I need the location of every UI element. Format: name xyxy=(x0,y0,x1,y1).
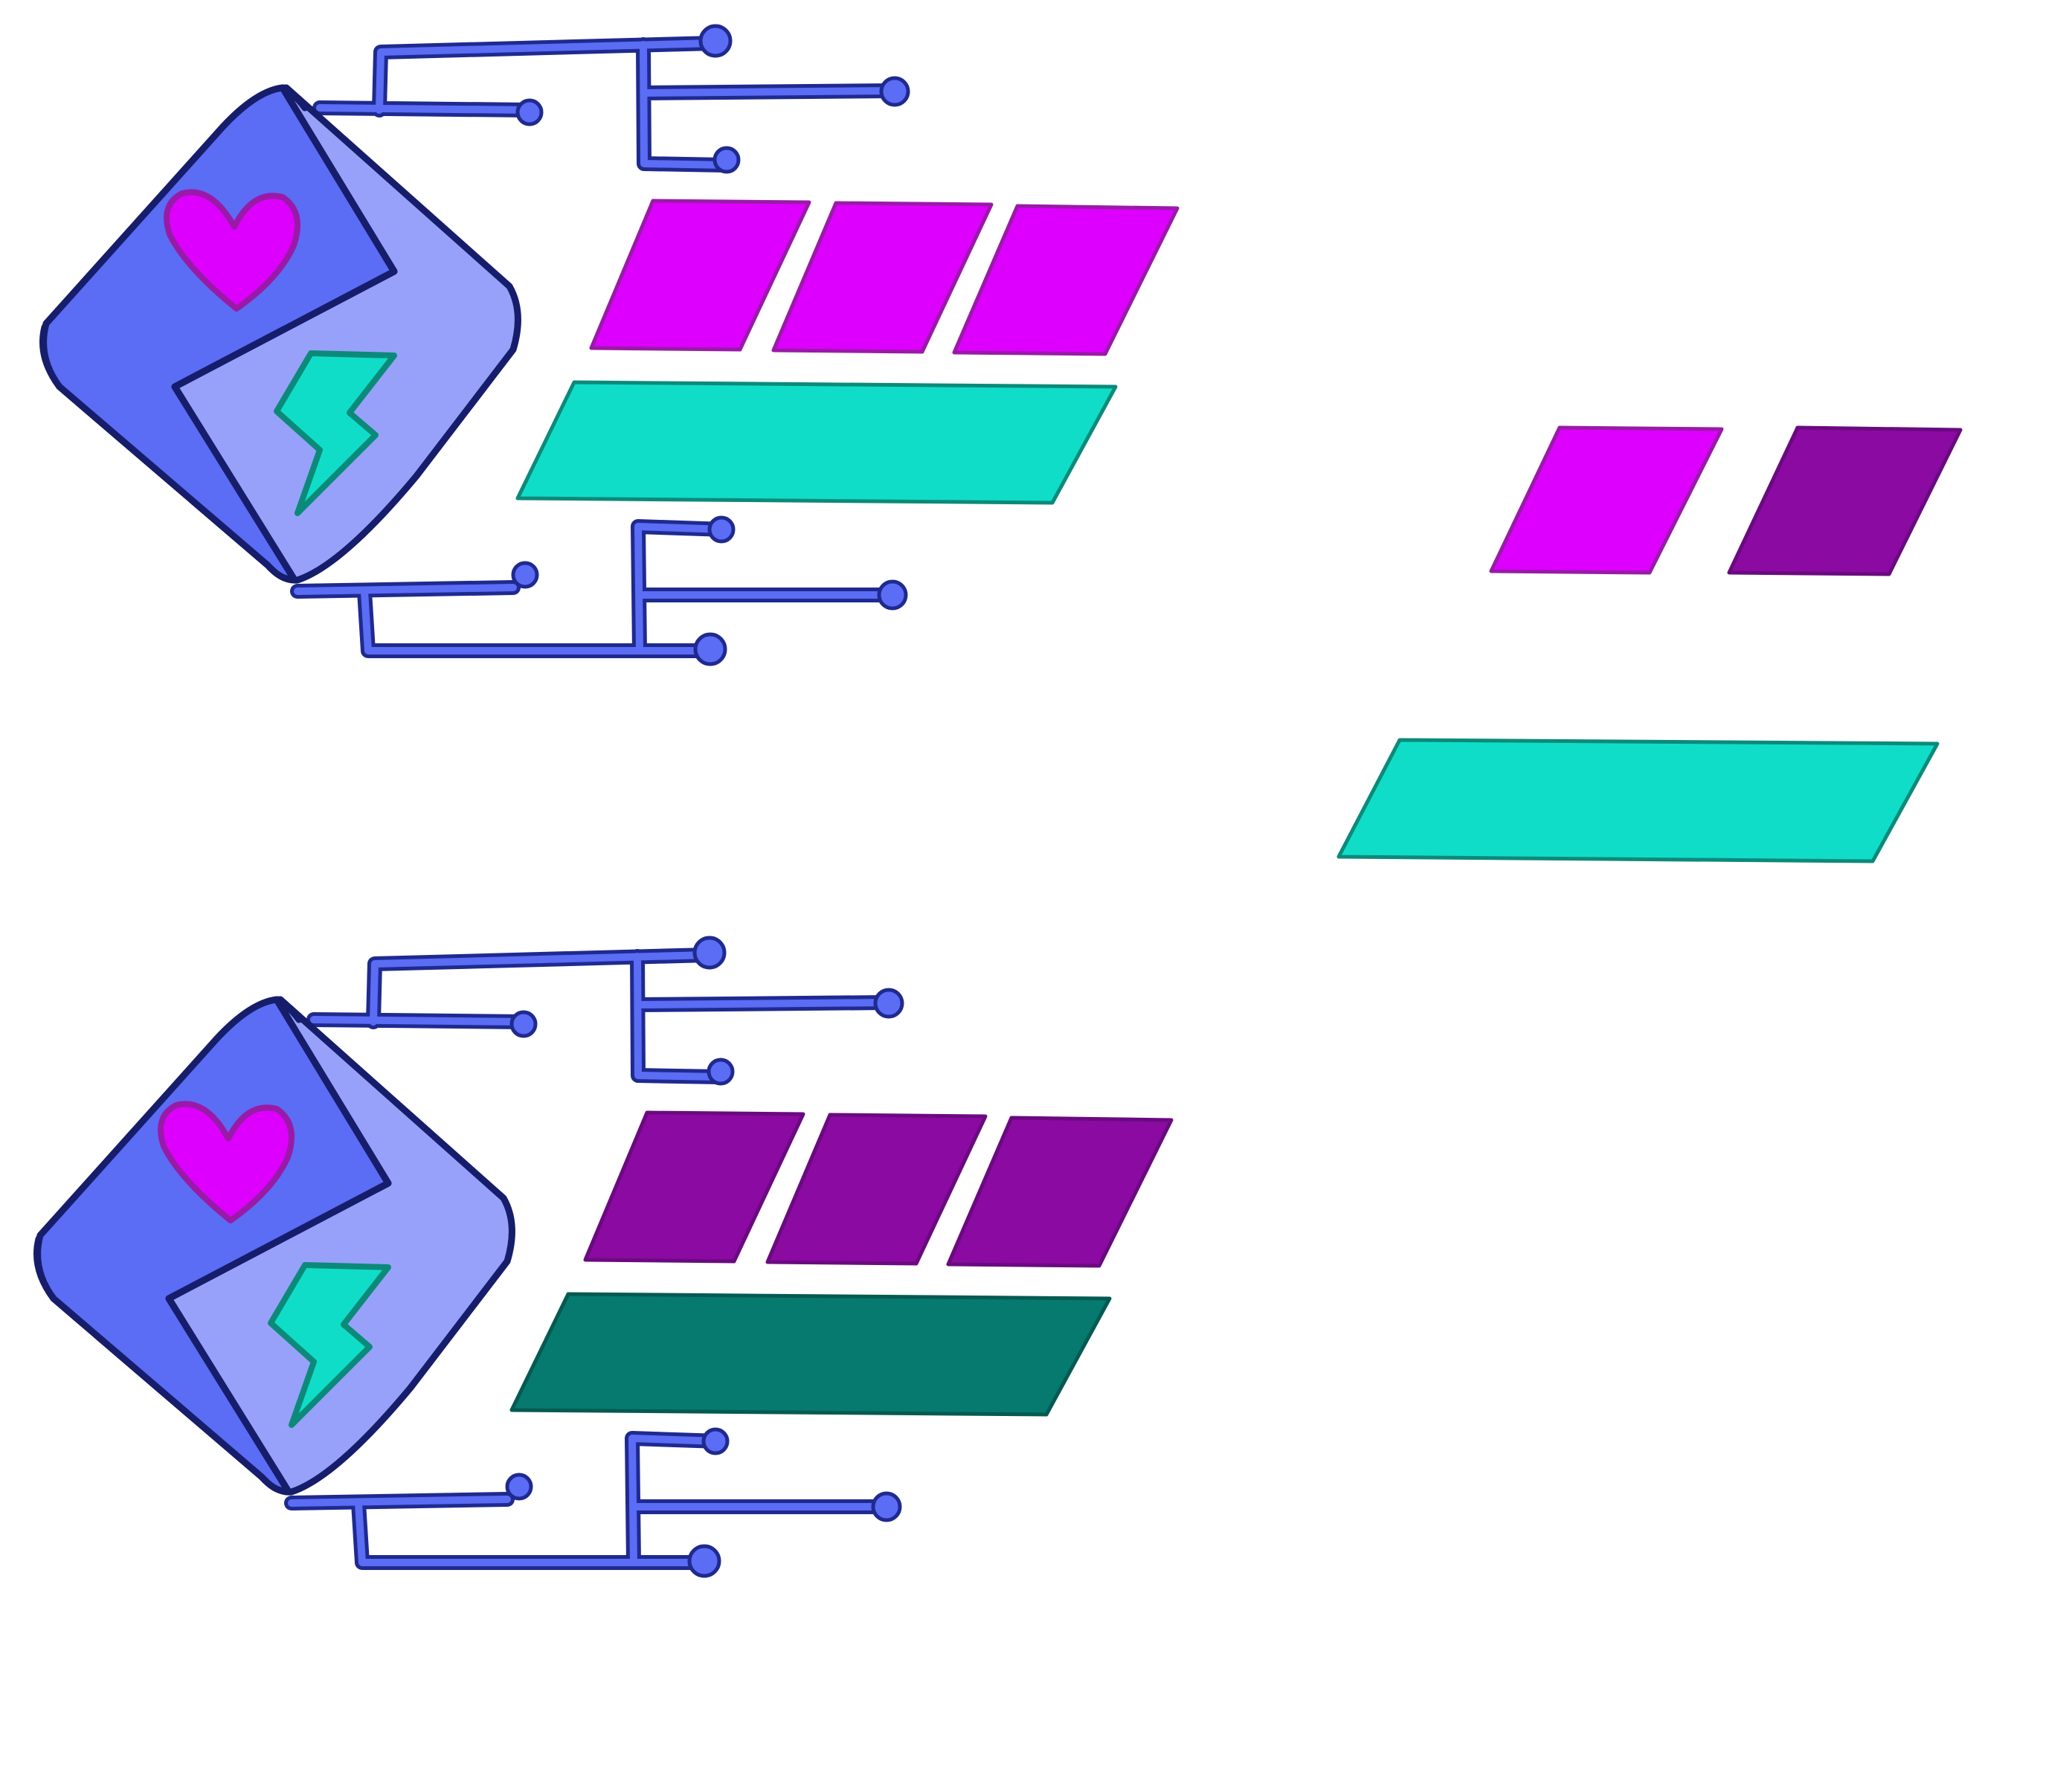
health-segment xyxy=(948,1118,1171,1266)
player-hud xyxy=(43,26,1178,664)
circuit-node-icon xyxy=(518,100,541,124)
circuit-node-icon xyxy=(709,1060,733,1084)
circuit-node-icon xyxy=(704,1429,727,1453)
energy-bar xyxy=(518,382,1116,503)
status-health-segment xyxy=(1491,428,1722,573)
health-bar xyxy=(591,201,1177,354)
health-segment xyxy=(773,203,991,352)
circuit-node-icon xyxy=(695,634,725,664)
circuit-node-icon xyxy=(715,148,739,172)
circuit-node-icon xyxy=(873,1493,900,1520)
circuit-node-icon xyxy=(689,1546,719,1576)
status-energy-bar xyxy=(1339,740,1937,861)
health-segment xyxy=(768,1115,985,1264)
health-segment xyxy=(585,1113,803,1261)
circuit-node-icon xyxy=(710,518,733,541)
circuit-node-icon xyxy=(881,78,908,105)
cube-heart-bolt-icon xyxy=(37,1000,512,1492)
circuit-node-icon xyxy=(695,938,724,968)
circuit-node-icon xyxy=(507,1475,531,1499)
enemy-hud xyxy=(37,938,1172,1576)
health-segment xyxy=(591,201,809,350)
cube-heart-bolt-icon xyxy=(43,88,518,580)
status-card xyxy=(1339,428,1960,861)
status-health-segment xyxy=(1729,428,1960,574)
circuit-node-icon xyxy=(701,26,730,56)
health-segment xyxy=(954,206,1177,354)
health-bar xyxy=(585,1113,1171,1266)
circuit-node-icon xyxy=(513,563,537,587)
circuit-node-icon xyxy=(875,990,902,1017)
energy-bar xyxy=(512,1294,1110,1415)
circuit-node-icon xyxy=(512,1012,535,1036)
circuit-node-icon xyxy=(879,582,906,608)
